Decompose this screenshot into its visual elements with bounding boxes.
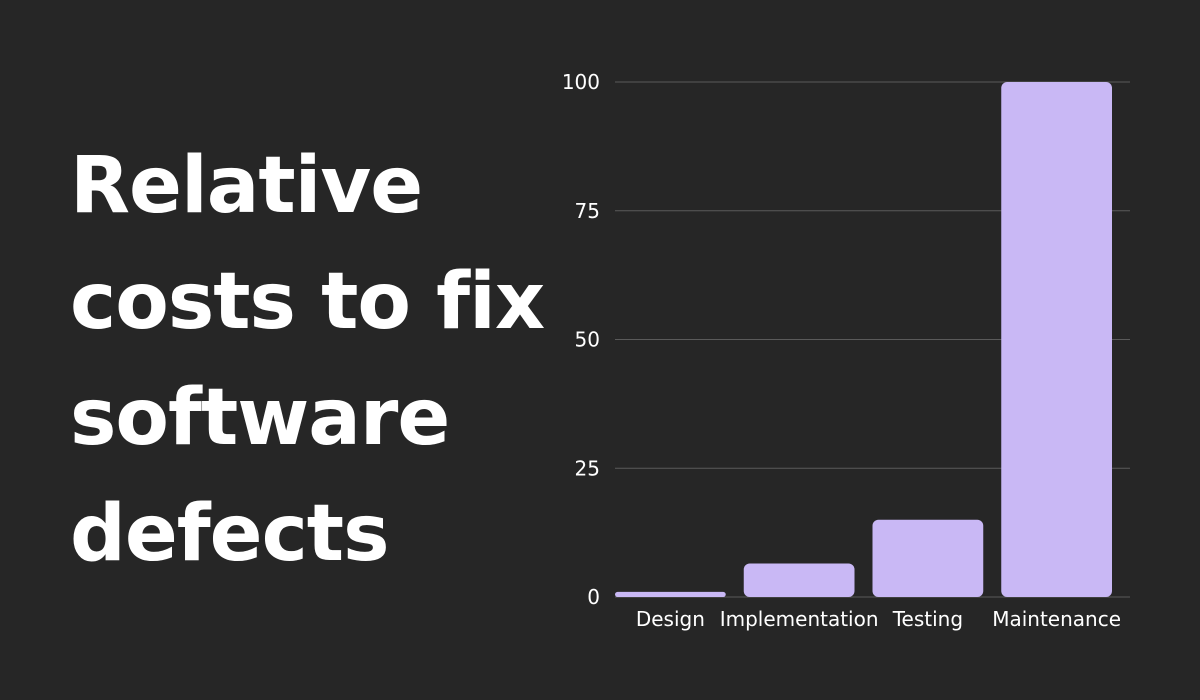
x-tick-label: Maintenance: [992, 607, 1121, 631]
y-tick-label: 100: [562, 70, 600, 94]
y-tick-label: 25: [575, 456, 600, 480]
title-line-2: costs to fix: [70, 257, 545, 347]
x-tick-label: Design: [636, 607, 705, 631]
y-tick-label: 75: [575, 199, 600, 223]
title-line-3: software: [70, 373, 450, 463]
title-line-1: Relative: [70, 141, 423, 231]
bar: [1001, 82, 1112, 597]
y-tick-label: 50: [575, 328, 600, 352]
chart-title: Relative costs to fix software defects: [70, 128, 550, 592]
bar: [615, 591, 726, 597]
x-tick-label: Implementation: [720, 607, 879, 631]
y-tick-label: 0: [587, 585, 600, 609]
bar: [743, 563, 855, 597]
x-tick-label: Testing: [892, 607, 963, 631]
title-line-4: defects: [70, 489, 390, 579]
bar: [872, 519, 984, 597]
